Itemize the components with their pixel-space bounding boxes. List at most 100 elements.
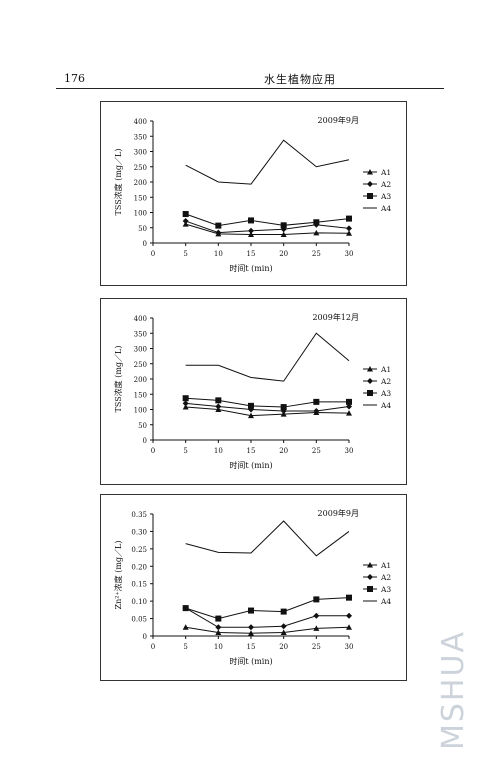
data-point-a3: [248, 607, 254, 614]
y-tick-label: 50: [138, 422, 147, 430]
x-tick-label: 0: [151, 250, 155, 258]
data-point-a1: [346, 624, 352, 630]
legend-marker: [367, 562, 373, 568]
x-tick-label: 10: [214, 447, 223, 455]
data-point-a2: [215, 229, 222, 236]
y-tick-label: 0.25: [131, 546, 147, 554]
series-line-a4: [185, 520, 350, 557]
legend-label: A4: [380, 597, 391, 606]
watermark: MSHUA: [436, 630, 471, 750]
data-point-a1: [248, 630, 254, 636]
data-point-a1: [313, 625, 320, 631]
x-tick-label: 10: [214, 250, 223, 258]
legend-label: A1: [380, 168, 391, 177]
data-point-a3: [182, 395, 189, 402]
data-point-a2: [313, 408, 320, 415]
data-point-a2: [248, 624, 254, 631]
data-point-a1: [280, 231, 287, 237]
legend-label: A1: [380, 365, 391, 374]
x-tick-label: 25: [312, 447, 321, 455]
x-tick-label: 20: [279, 447, 288, 455]
x-tick-label: 30: [345, 250, 354, 258]
legend-marker: [367, 366, 373, 372]
data-point-a2: [346, 225, 352, 232]
data-point-a2: [215, 624, 222, 631]
y-tick-label: 0: [143, 437, 147, 445]
data-point-a1: [215, 629, 222, 636]
y-tick-label: 0.05: [131, 616, 147, 624]
x-tick-label: 5: [183, 250, 187, 258]
x-tick-label: 5: [183, 447, 187, 455]
legend-label: A4: [380, 204, 391, 213]
data-point-a2: [346, 612, 352, 619]
data-point-a1: [248, 412, 254, 419]
data-point-a3: [215, 397, 222, 404]
y-tick-label: 100: [134, 407, 147, 415]
y-tick-label: 300: [134, 346, 147, 354]
legend-label: A3: [380, 585, 391, 594]
series-line-a2: [185, 220, 350, 234]
y-tick-label: 200: [134, 179, 147, 187]
data-point-a3: [215, 222, 222, 229]
y-tick-label: 0.30: [131, 528, 147, 536]
chart-title: 2009年9月: [318, 115, 359, 125]
data-point-a1: [280, 629, 287, 636]
chart-zinc-september: 0 0.05 0.10 0.15 0.20 0.25 0.30 0.35 0 5 10 15 20 25 3…: [113, 508, 391, 666]
chart-title: 2009年9月: [318, 508, 359, 518]
x-tick-label: 30: [345, 643, 354, 651]
chart-title: 2009年12月: [312, 312, 359, 322]
data-point-a3: [346, 594, 352, 601]
x-tick-label: 15: [247, 250, 256, 258]
data-point-a1: [248, 231, 254, 237]
data-point-a3: [313, 596, 320, 603]
chart-tss-september: 0 50 100 150 200 250 300 350 400 0 5 10 15 20 25 30 2009…: [113, 115, 391, 273]
chart-group: 0 0.05 0.10 0.15 0.20 0.25 0.30 0.35 0 5 10 15 20 25 3…: [113, 508, 391, 666]
legend-label: A3: [380, 192, 391, 201]
data-point-a3: [215, 615, 222, 622]
legend-label: A3: [380, 389, 391, 398]
x-tick-label: 25: [312, 643, 321, 651]
x-axis-label: 时间t (min): [229, 263, 272, 273]
y-tick-label: 0.15: [131, 581, 147, 589]
series-line-a3: [185, 597, 350, 620]
data-point-a3: [248, 402, 254, 409]
data-point-a1: [313, 229, 320, 236]
data-point-a2: [313, 612, 320, 619]
x-tick-label: 15: [247, 643, 256, 651]
x-tick-label: 20: [279, 643, 288, 651]
data-point-a2: [248, 227, 254, 234]
chart-panel-tss-september: 0 50 100 150 200 250 300 350 400 0 5 10 15 20 25 30 2009…: [100, 101, 407, 286]
page-header: 176 水生植物应用: [56, 66, 444, 89]
data-point-a3: [280, 222, 287, 229]
y-tick-label: 150: [134, 391, 147, 399]
series-line-a4: [185, 332, 350, 382]
y-axis-label: TSS浓度 (mg／L): [113, 149, 123, 216]
data-point-a3: [182, 605, 189, 612]
data-point-a1: [346, 230, 352, 236]
data-point-a2: [182, 400, 189, 407]
page-number: 176: [64, 72, 85, 85]
y-tick-label: 0: [143, 240, 147, 248]
data-point-a2: [182, 218, 189, 225]
data-point-a2: [346, 403, 352, 410]
x-tick-label: 20: [279, 250, 288, 258]
y-tick-label: 150: [134, 194, 147, 202]
y-tick-label: 400: [134, 118, 147, 126]
y-tick-label: 50: [138, 225, 147, 233]
y-tick-label: 100: [134, 210, 147, 218]
series-line-a3: [185, 213, 350, 227]
y-tick-label: 300: [134, 149, 147, 157]
series-line-a1: [185, 406, 350, 417]
data-point-a3: [182, 211, 189, 218]
y-axis-label: Zn²⁺浓度 (mg／L): [113, 541, 123, 610]
x-tick-label: 0: [151, 447, 155, 455]
data-point-a3: [313, 398, 320, 405]
legend-marker: [367, 378, 373, 384]
x-tick-label: 10: [214, 643, 223, 651]
chart-group: 0 50 100 150 200 250 300 350 400 0 5 10 15 20 25 30 2009…: [113, 312, 391, 470]
series-line-a1: [185, 223, 350, 235]
y-axis-label: TSS浓度 (mg／L): [113, 346, 123, 413]
legend-label: A2: [380, 180, 391, 189]
data-point-a3: [346, 398, 352, 405]
legend-marker: [367, 193, 373, 199]
